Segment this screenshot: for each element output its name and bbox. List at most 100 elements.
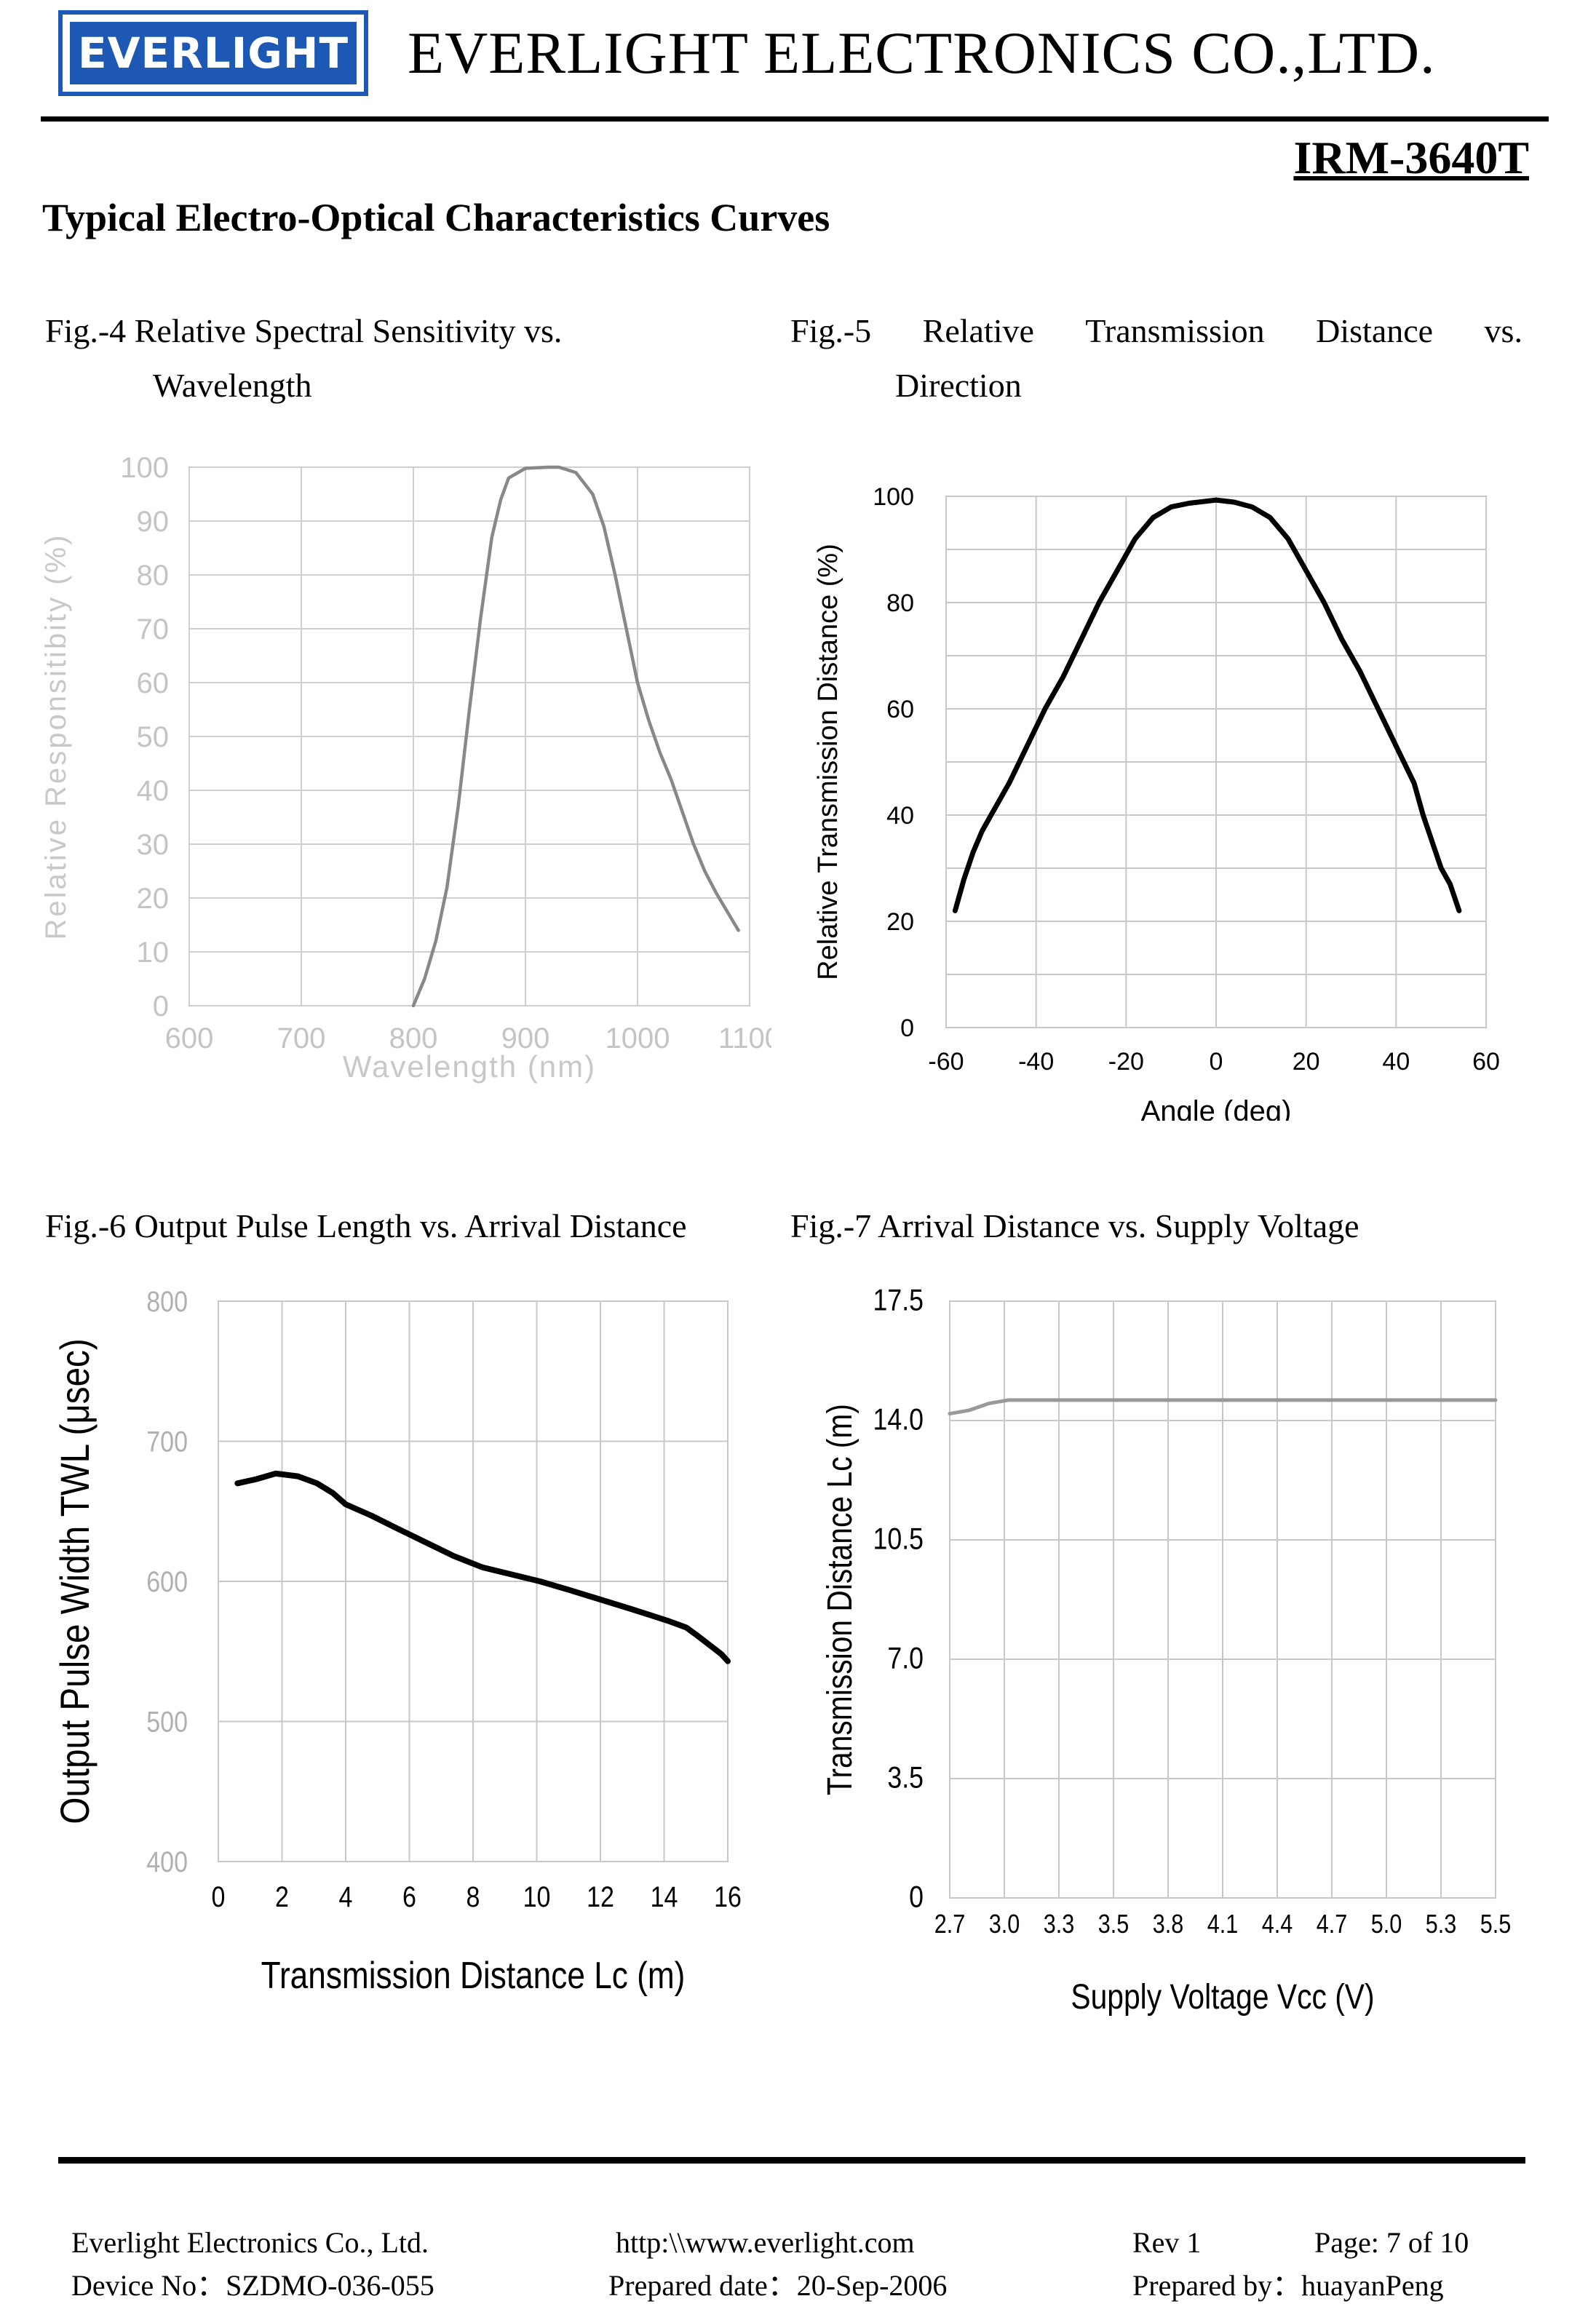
footer-prepared-date: Prepared date：20-Sep-2006 xyxy=(608,2269,948,2302)
y-tick-label: 0 xyxy=(153,990,169,1022)
x-tick-label: 3.0 xyxy=(989,1910,1020,1939)
footer-url[interactable]: http:\\www.everlight.com xyxy=(616,2226,915,2259)
y-tick-label: 10 xyxy=(137,937,170,969)
y-tick-label: 40 xyxy=(886,802,914,830)
y-tick-label: 10.5 xyxy=(873,1522,924,1556)
x-tick-label: 14 xyxy=(651,1880,678,1912)
y-tick-label: 20 xyxy=(886,908,914,936)
y-tick-label: 100 xyxy=(873,483,914,511)
y-axis-label: Transmission Distance Lc (m) xyxy=(821,1404,859,1795)
x-tick-label: 10 xyxy=(523,1880,551,1912)
x-tick-label: 800 xyxy=(389,1022,438,1054)
fig5-title-line1: Fig.-5 Relative Transmission Distance vs. xyxy=(790,311,1522,350)
x-tick-label: 5.3 xyxy=(1426,1910,1457,1939)
x-tick-label: 5.5 xyxy=(1480,1910,1512,1939)
y-tick-label: 800 xyxy=(146,1288,188,1318)
series-line xyxy=(948,1398,1498,1416)
y-tick-label: 100 xyxy=(120,452,169,484)
header-divider xyxy=(41,116,1549,122)
x-tick-label: 4.7 xyxy=(1317,1910,1348,1939)
fig5-title-word: Transmission xyxy=(1085,312,1265,349)
footer-prepared-by: Prepared by：huayanPeng xyxy=(1132,2269,1444,2302)
x-tick-label: 8 xyxy=(467,1880,480,1912)
x-tick-label: 2 xyxy=(275,1880,289,1912)
y-tick-label: 0 xyxy=(909,1880,924,1914)
x-tick-label: 4.4 xyxy=(1262,1910,1293,1939)
y-tick-label: 50 xyxy=(137,721,170,753)
x-tick-label: 700 xyxy=(277,1022,326,1054)
x-axis-label: Transmission Distance Lc (m) xyxy=(261,1955,686,1997)
series-line xyxy=(411,465,740,1008)
fig7-title: Fig.-7 Arrival Distance vs. Supply Volta… xyxy=(790,1207,1359,1244)
y-tick-label: 400 xyxy=(146,1845,188,1878)
fig5-title-line2: Direction xyxy=(895,367,1022,404)
everlight-logo: EVERLIGHT xyxy=(58,10,368,96)
x-tick-label: 4.1 xyxy=(1207,1910,1239,1939)
fig6-pulse-chart: 0 2 4 6 8 10 12 14 16 400 500 600 700 800 Transmission… xyxy=(52,1288,742,1997)
fig4-title-line1: Fig.-4 Relative Spectral Sensitivity vs. xyxy=(45,312,563,349)
logo-text: EVERLIGHT xyxy=(77,28,349,78)
fig5-direction-chart: -60 -40 -20 0 20 40 60 0 20 40 60 80 100 Angle (deg) R… xyxy=(813,483,1500,1121)
x-axis-label: Angle (deg) xyxy=(1141,1095,1292,1121)
x-axis-label: Wavelength (nm) xyxy=(343,1049,596,1084)
series-line xyxy=(952,497,1462,913)
y-tick-label: 20 xyxy=(137,883,170,915)
y-tick-label: 500 xyxy=(146,1705,188,1738)
footer-divider xyxy=(58,2157,1525,2164)
logo-badge: EVERLIGHT xyxy=(70,22,357,84)
x-tick-label: 0 xyxy=(1210,1048,1223,1076)
x-tick-label: 16 xyxy=(714,1880,742,1912)
footer-company: Everlight Electronics Co., Ltd. xyxy=(71,2226,429,2259)
y-axis-label: Output Pulse Width TWL (μsec) xyxy=(52,1338,98,1824)
y-tick-label: 60 xyxy=(137,667,170,699)
y-axis-label: Relative Transmission Distance (%) xyxy=(813,544,843,980)
y-tick-label: 17.5 xyxy=(873,1288,924,1317)
x-tick-label: 1000 xyxy=(606,1022,670,1054)
x-tick-label: 0 xyxy=(212,1880,226,1912)
x-tick-label: 6 xyxy=(402,1880,416,1912)
footer-rev: Rev 1 xyxy=(1132,2226,1202,2259)
company-name: EVERLIGHT ELECTRONICS CO.,LTD. xyxy=(408,20,1436,86)
y-tick-label: 7.0 xyxy=(887,1642,924,1675)
y-tick-label: 14.0 xyxy=(873,1403,924,1437)
y-tick-label: 70 xyxy=(137,613,170,645)
footer-page: Page: 7 of 10 xyxy=(1314,2226,1469,2259)
y-axis-label: Relative Responsitibity (%) xyxy=(40,533,72,940)
fig4-title-line2: Wavelength xyxy=(153,367,312,404)
y-tick-label: 0 xyxy=(900,1014,914,1042)
x-tick-label: 3.3 xyxy=(1044,1910,1075,1939)
y-tick-label: 700 xyxy=(146,1425,188,1458)
x-tick-label: 600 xyxy=(165,1022,214,1054)
y-tick-label: 600 xyxy=(146,1565,188,1597)
x-tick-label: 4 xyxy=(339,1880,353,1912)
series-line xyxy=(234,1470,731,1664)
x-tick-label: 40 xyxy=(1382,1048,1410,1076)
x-tick-label: 3.8 xyxy=(1153,1910,1184,1939)
fig5-title-word: vs. xyxy=(1484,312,1522,349)
fig5-title-word: Relative xyxy=(922,312,1034,349)
y-tick-label: 80 xyxy=(886,589,914,617)
y-tick-label: 80 xyxy=(137,560,170,592)
y-tick-label: 90 xyxy=(137,506,170,538)
fig5-title-word: Distance xyxy=(1316,312,1434,349)
x-tick-label: -20 xyxy=(1108,1048,1144,1076)
x-tick-label: 60 xyxy=(1472,1048,1500,1076)
x-tick-label: 12 xyxy=(587,1880,614,1912)
x-tick-label: 2.7 xyxy=(934,1910,966,1939)
section-title: Typical Electro-Optical Characteristics … xyxy=(42,196,830,239)
y-tick-label: 40 xyxy=(137,775,170,807)
x-tick-label: 5.0 xyxy=(1371,1910,1402,1939)
footer-device-no: Device No：SZDMO-036-055 xyxy=(71,2269,434,2302)
fig5-title-word: Fig.-5 xyxy=(790,312,872,349)
x-tick-label: 900 xyxy=(501,1022,550,1054)
part-number: IRM-3640T xyxy=(1293,132,1529,183)
fig7-voltage-chart: 2.7 3.0 3.3 3.5 3.8 4.1 4.4 4.7 5.0 5.3 5.5 0 3.5 7.0… xyxy=(821,1288,1512,2017)
x-tick-label: -40 xyxy=(1018,1048,1054,1076)
x-tick-label: 20 xyxy=(1293,1048,1320,1076)
fig6-title: Fig.-6 Output Pulse Length vs. Arrival D… xyxy=(45,1207,687,1244)
y-tick-label: 60 xyxy=(886,696,914,723)
y-tick-label: 30 xyxy=(137,829,170,861)
x-tick-label: 3.5 xyxy=(1098,1910,1129,1939)
